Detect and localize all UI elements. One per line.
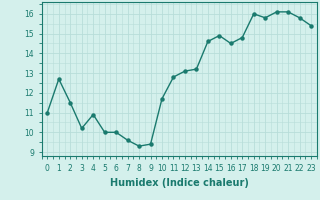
X-axis label: Humidex (Indice chaleur): Humidex (Indice chaleur): [110, 178, 249, 188]
